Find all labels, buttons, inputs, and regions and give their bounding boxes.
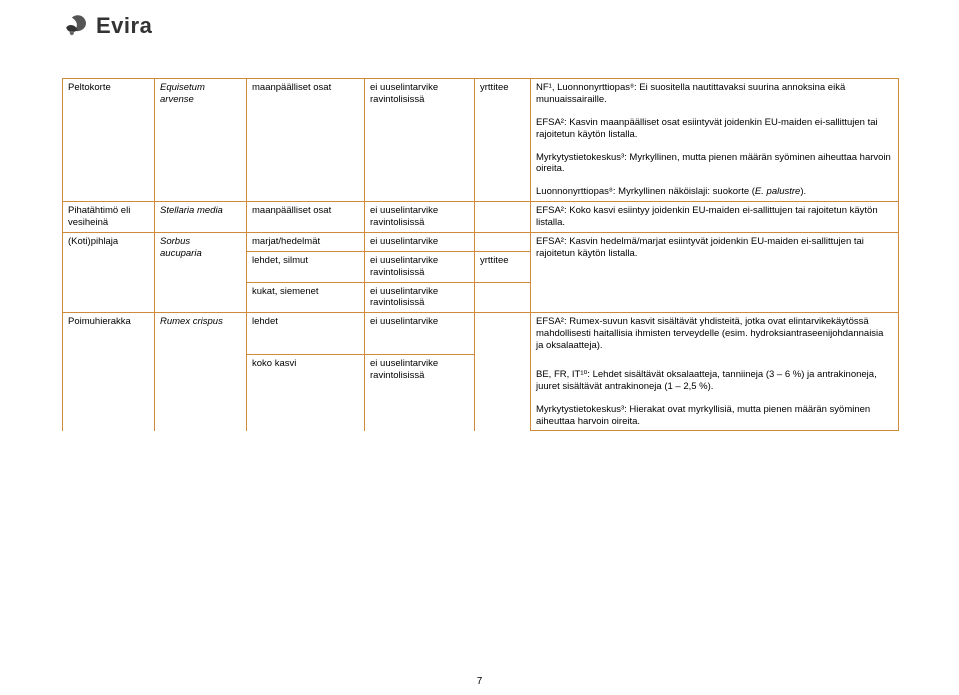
cell-use xyxy=(475,282,531,313)
cell-part: marjat/hedelmät xyxy=(247,232,365,251)
cell-status: ei uuselintarvikeravintolisissä xyxy=(365,79,475,202)
cell-part: kukat, siemenet xyxy=(247,282,365,313)
cell-use xyxy=(475,313,531,431)
cell-note: Myrkytystietokeskus³: Myrkyllinen, mutta… xyxy=(531,144,899,179)
cell-latin: Rumex crispus xyxy=(155,313,247,431)
cell-name: (Koti)pihlaja xyxy=(63,232,155,312)
table-row: (Koti)pihlaja Sorbusaucuparia marjat/hed… xyxy=(63,232,899,251)
cell-status: ei uuselintarvikeravintolisissä xyxy=(365,282,475,313)
table-row: Poimuhierakka Rumex crispus lehdet ei uu… xyxy=(63,313,899,355)
cell-status: ei uuselintarvikeravintolisissä xyxy=(365,202,475,233)
cell-note: EFSA²: Koko kasvi esiintyy joidenkin EU-… xyxy=(531,202,899,233)
cell-use: yrttitee xyxy=(475,79,531,202)
cell-note: EFSA²: Rumex-suvun kasvit sisältävät yhd… xyxy=(531,313,899,355)
logo-mark-icon xyxy=(62,12,90,40)
cell-note: NF¹, Luonnonyrttiopas⁸: Ei suositella na… xyxy=(531,79,899,109)
cell-status: ei uuselintarvike xyxy=(365,232,475,251)
table-row: Pihatähtimö elivesiheinä Stellaria media… xyxy=(63,202,899,233)
brand-logo: Evira xyxy=(62,12,152,40)
cell-latin: Stellaria media xyxy=(155,202,247,233)
cell-status: ei uuselintarvikeravintolisissä xyxy=(365,251,475,282)
cell-use: yrttitee xyxy=(475,251,531,282)
cell-note xyxy=(531,355,899,366)
cell-name: Pihatähtimö elivesiheinä xyxy=(63,202,155,233)
cell-use xyxy=(475,202,531,233)
cell-part: maanpäälliset osat xyxy=(247,79,365,202)
logo-text: Evira xyxy=(96,13,152,39)
cell-part: lehdet xyxy=(247,313,365,355)
cell-name: Peltokorte xyxy=(63,79,155,202)
cell-note: BE, FR, IT¹⁰: Lehdet sisältävät oksalaat… xyxy=(531,366,899,396)
cell-name: Poimuhierakka xyxy=(63,313,155,431)
cell-note: Myrkytystietokeskus³: Hierakat ovat myrk… xyxy=(531,396,899,431)
table-row: Peltokorte Equisetumarvense maanpäällise… xyxy=(63,79,899,109)
page-number: 7 xyxy=(0,676,959,687)
cell-part: maanpäälliset osat xyxy=(247,202,365,233)
cell-note: EFSA²: Kasvin hedelmä/marjat esiintyvät … xyxy=(531,232,899,312)
cell-use xyxy=(475,232,531,251)
cell-note: Luonnonyrttiopas⁸: Myrkyllinen näköislaj… xyxy=(531,178,899,201)
data-table: Peltokorte Equisetumarvense maanpäällise… xyxy=(62,78,898,431)
cell-part: koko kasvi xyxy=(247,355,365,431)
cell-status: ei uuselintarvikeravintolisissä xyxy=(365,355,475,431)
cell-status: ei uuselintarvike xyxy=(365,313,475,355)
cell-latin: Equisetumarvense xyxy=(155,79,247,202)
cell-part: lehdet, silmut xyxy=(247,251,365,282)
cell-note: EFSA²: Kasvin maanpäälliset osat esiinty… xyxy=(531,109,899,144)
cell-latin: Sorbusaucuparia xyxy=(155,232,247,312)
